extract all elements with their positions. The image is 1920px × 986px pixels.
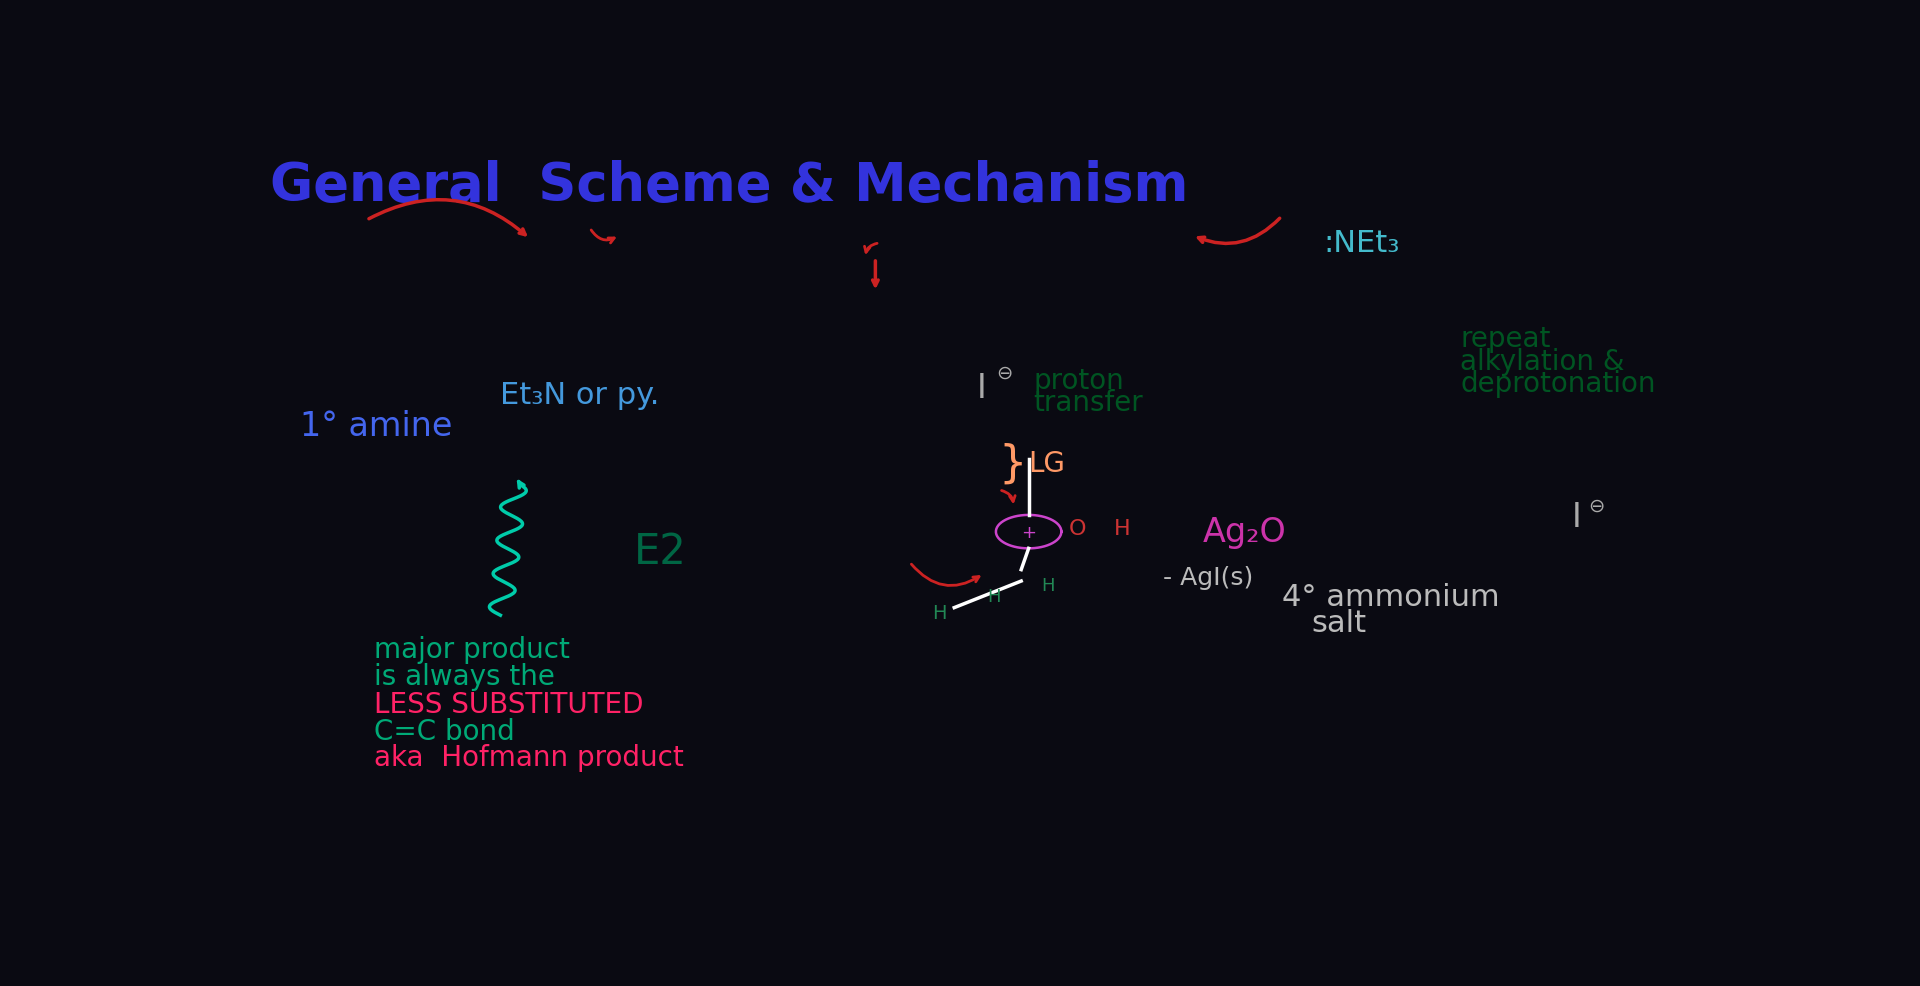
Text: aka  Hofmann product: aka Hofmann product [374, 743, 684, 772]
Text: I: I [1572, 501, 1582, 533]
Text: 1° amine: 1° amine [300, 409, 451, 443]
Text: - AgI(s): - AgI(s) [1162, 566, 1254, 590]
Text: 4° ammonium: 4° ammonium [1283, 582, 1500, 611]
Text: Et₃N or py.: Et₃N or py. [501, 381, 660, 410]
Text: Ag₂O: Ag₂O [1202, 516, 1286, 548]
Text: H: H [1041, 576, 1054, 595]
Text: H: H [987, 588, 1000, 605]
Text: H: H [931, 603, 947, 623]
Text: transfer: transfer [1033, 389, 1142, 417]
Text: H: H [1114, 519, 1131, 538]
Text: ⊖: ⊖ [1588, 496, 1605, 515]
Text: +: + [1021, 524, 1037, 541]
Text: General  Scheme & Mechanism: General Scheme & Mechanism [269, 160, 1188, 212]
Text: LESS SUBSTITUTED: LESS SUBSTITUTED [374, 690, 643, 719]
Text: repeat: repeat [1459, 324, 1551, 352]
Text: I: I [977, 372, 987, 404]
Text: E2: E2 [634, 530, 687, 572]
Text: :NEt₃: :NEt₃ [1323, 229, 1400, 258]
Text: LG: LG [1029, 450, 1066, 478]
Text: O: O [1069, 519, 1087, 538]
Text: salt: salt [1311, 608, 1367, 638]
Text: ⊖: ⊖ [996, 363, 1012, 383]
Text: alkylation &: alkylation & [1459, 347, 1624, 376]
Text: C=C bond: C=C bond [374, 717, 515, 745]
Text: is always the: is always the [374, 663, 555, 690]
Text: major product: major product [374, 636, 570, 664]
Text: }: } [998, 443, 1027, 485]
Text: deprotonation: deprotonation [1459, 370, 1655, 398]
Text: proton: proton [1033, 366, 1123, 394]
